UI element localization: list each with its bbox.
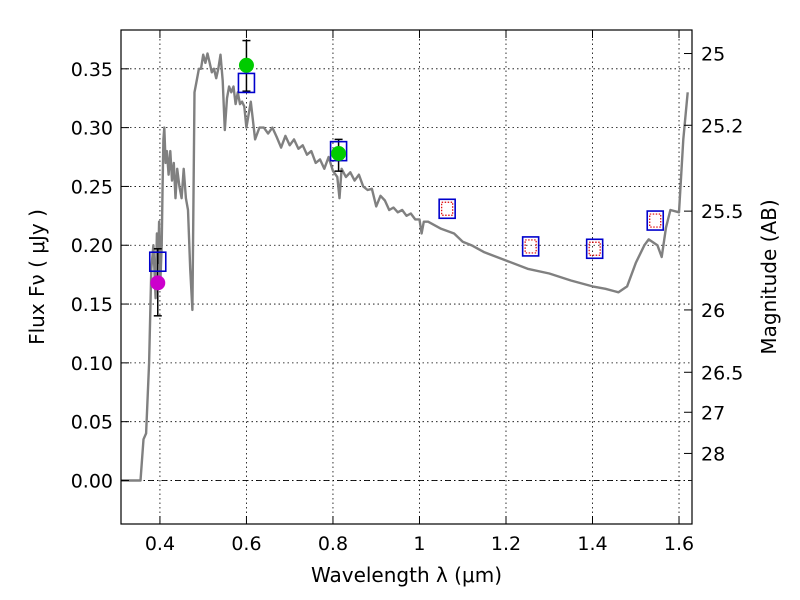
y-tick-label: 0.20 [71, 235, 113, 257]
model-flux-square [148, 251, 167, 273]
nir-dotted-square [649, 213, 662, 228]
right-magnitude-tick-labels: 25 25.2 25.5 26 26.5 27 28 [701, 44, 743, 466]
grid-lines [121, 30, 692, 524]
nir-dotted-square [524, 239, 537, 254]
y-axis-label: Flux Fν ( μJy ) [25, 209, 49, 345]
tick-marks [121, 30, 692, 524]
x-tick-label: 0.4 [145, 533, 175, 555]
y-tick-label: 0.00 [71, 470, 113, 492]
spectrum-line [121, 52, 689, 482]
x-tick-label: 1 [413, 533, 425, 555]
observed-flux-point [238, 57, 254, 73]
right-tick-label: 27 [701, 402, 725, 424]
right-tick-label: 28 [701, 443, 725, 465]
model-flux-square [521, 236, 540, 257]
x-tick-label: 1.4 [577, 533, 607, 555]
right-tick-label: 25 [701, 44, 725, 66]
nir-dotted-square [588, 241, 601, 256]
y-tick-label: 0.15 [71, 294, 113, 316]
x-tick-label: 0.6 [231, 533, 261, 555]
y-tick-label: 0.25 [71, 176, 113, 198]
x-tick-labels: 0.4 0.6 0.8 1 1.2 1.4 1.6 [145, 533, 694, 555]
observed-flux-point [331, 146, 347, 161]
model-flux-square [438, 198, 456, 220]
right-tick-label: 25.5 [701, 201, 743, 223]
x-tick-label: 1.6 [664, 533, 694, 555]
x-axis-label: Wavelength λ (μm) [311, 563, 502, 587]
model-flux-square [585, 238, 604, 260]
plot-frame [120, 29, 693, 525]
right-tick-label: 26 [701, 300, 725, 322]
y-tick-label: 0.05 [71, 412, 113, 434]
y-tick-label: 0.35 [71, 59, 113, 81]
nir-dotted-square [441, 201, 454, 216]
right-axis-label: Magnitude (AB) [757, 199, 781, 354]
right-tick-label: 25.2 [701, 115, 743, 137]
y-tick-label: 0.30 [71, 118, 113, 140]
observed-flux-point [150, 275, 166, 291]
model-spectrum [121, 52, 689, 482]
model-flux-square [646, 210, 665, 231]
x-tick-label: 0.8 [318, 533, 348, 555]
photometry-markers [148, 39, 665, 317]
x-tick-label: 1.2 [491, 533, 521, 555]
model-flux-square [237, 72, 256, 94]
y-tick-label: 0.10 [71, 353, 113, 375]
y-tick-labels: 0.00 0.05 0.10 0.15 0.20 0.25 0.30 0.35 [71, 59, 113, 493]
right-tick-label: 26.5 [701, 362, 743, 384]
